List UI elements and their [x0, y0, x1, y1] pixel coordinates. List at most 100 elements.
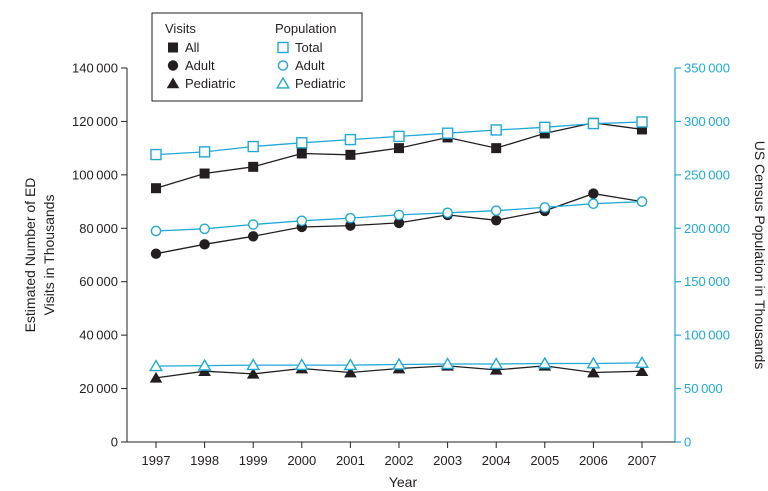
- left-y-axis-title: Estimated Number of ED Visits in Thousand…: [22, 178, 57, 333]
- right-y-axis-title: US Census Population in Thousands: [752, 141, 768, 370]
- data-point: [441, 127, 454, 139]
- legend-label: Adult: [185, 58, 215, 73]
- right-y-tick-label: 0: [684, 435, 691, 450]
- legend-label: Adult: [295, 58, 325, 73]
- x-tick-label: 2000: [287, 453, 316, 468]
- series-population-adult: [150, 196, 648, 237]
- x-tick-label: 2001: [336, 453, 365, 468]
- legend-marker-pediatric: [166, 77, 180, 89]
- legend-label: Pediatric: [185, 76, 236, 91]
- data-point: [637, 124, 647, 135]
- data-point: [296, 215, 308, 227]
- legend-title: Population: [275, 21, 336, 36]
- data-point: [442, 207, 453, 219]
- legend-marker-all: [168, 42, 178, 53]
- data-point: [246, 358, 261, 371]
- left-y-tick-label: 60 000: [79, 274, 118, 289]
- data-point: [588, 198, 599, 210]
- data-point: [197, 358, 212, 371]
- data-point: [149, 359, 163, 372]
- data-point: [393, 209, 405, 221]
- right-y-tick-label: 250 000: [684, 167, 730, 182]
- data-point: [635, 356, 649, 369]
- data-point: [392, 357, 406, 370]
- data-point: [586, 356, 601, 369]
- data-point: [587, 366, 600, 378]
- data-point: [393, 130, 405, 143]
- data-point: [343, 358, 358, 371]
- data-point: [344, 366, 357, 378]
- data-point: [151, 183, 161, 194]
- left-y-tick-label: 120 000: [72, 114, 118, 129]
- data-point: [539, 128, 550, 139]
- x-tick-label: 2005: [530, 453, 559, 468]
- left-y-tick-label: 100 000: [72, 167, 118, 182]
- legend-title: Visits: [165, 21, 196, 36]
- series-visits-all: [151, 117, 647, 194]
- x-tick-label: 2002: [385, 453, 414, 468]
- data-point: [199, 223, 210, 235]
- right-y-tick-label: 50 000: [684, 381, 723, 396]
- data-point: [345, 212, 356, 224]
- chart-axes: 0 20 000 40 000 60 000 80 000 100 000 120 000 1…: [22, 61, 768, 491]
- left-y-tick-label: 20 000: [79, 381, 118, 396]
- data-point: [198, 146, 211, 158]
- legend-box: [151, 12, 363, 102]
- data-point: [248, 161, 259, 172]
- right-y-tick-label: 350 000: [684, 61, 730, 76]
- left-y-tick-label: 40 000: [79, 328, 118, 343]
- data-point: [490, 205, 502, 216]
- data-point: [296, 148, 307, 159]
- chart-legend: Visits All Adult Pediatric Population Total Ad…: [151, 12, 363, 102]
- data-point: [635, 365, 649, 377]
- data-point: [440, 357, 455, 370]
- x-axis-title: Year: [389, 474, 418, 490]
- data-point: [394, 143, 404, 154]
- data-point: [393, 217, 405, 229]
- left-y-axis-title-line: Visits in Thousands: [41, 195, 57, 316]
- legend-marker-adult: [167, 60, 179, 71]
- series-population-pediatric: [149, 356, 649, 372]
- legend-label: All: [185, 40, 200, 55]
- legend-label: Total: [295, 40, 323, 55]
- right-y-tick-label: 150 000: [684, 274, 730, 289]
- data-point: [248, 231, 259, 242]
- data-point: [588, 188, 599, 199]
- data-point: [294, 358, 309, 371]
- left-y-tick-label: 140 000: [72, 61, 118, 76]
- data-point: [490, 124, 502, 136]
- data-point: [345, 220, 356, 231]
- legend-marker-adult: [277, 60, 289, 71]
- data-point: [247, 219, 259, 230]
- data-point: [537, 356, 552, 369]
- series-population-total: [150, 116, 648, 161]
- x-tick-label: 1999: [239, 453, 268, 468]
- data-point: [587, 117, 600, 130]
- data-point: [199, 239, 210, 250]
- right-y-tick-label: 200 000: [684, 221, 730, 236]
- data-point: [636, 196, 648, 207]
- x-tick-label: 2003: [433, 453, 462, 468]
- x-tick-label: 1998: [190, 453, 219, 468]
- legend-marker-pediatric: [276, 76, 290, 89]
- data-point: [489, 357, 504, 370]
- legend-marker-total: [277, 41, 289, 54]
- x-tick-label: 2004: [482, 453, 511, 468]
- x-tick-label: 2007: [628, 453, 657, 468]
- left-y-axis-title-line: Estimated Number of ED: [22, 178, 38, 333]
- left-y-tick-label: 0: [111, 435, 118, 450]
- series-visits-adult: [150, 188, 648, 259]
- data-point: [491, 215, 502, 226]
- data-point: [247, 140, 259, 153]
- data-point: [539, 202, 551, 213]
- data-point: [539, 121, 551, 134]
- data-point: [344, 133, 357, 146]
- data-point: [345, 149, 356, 160]
- chart-series: [149, 116, 649, 383]
- data-point: [491, 143, 502, 154]
- data-point: [150, 248, 162, 259]
- legend-label: Pediatric: [295, 76, 346, 91]
- data-point: [199, 168, 210, 179]
- data-point: [246, 367, 260, 379]
